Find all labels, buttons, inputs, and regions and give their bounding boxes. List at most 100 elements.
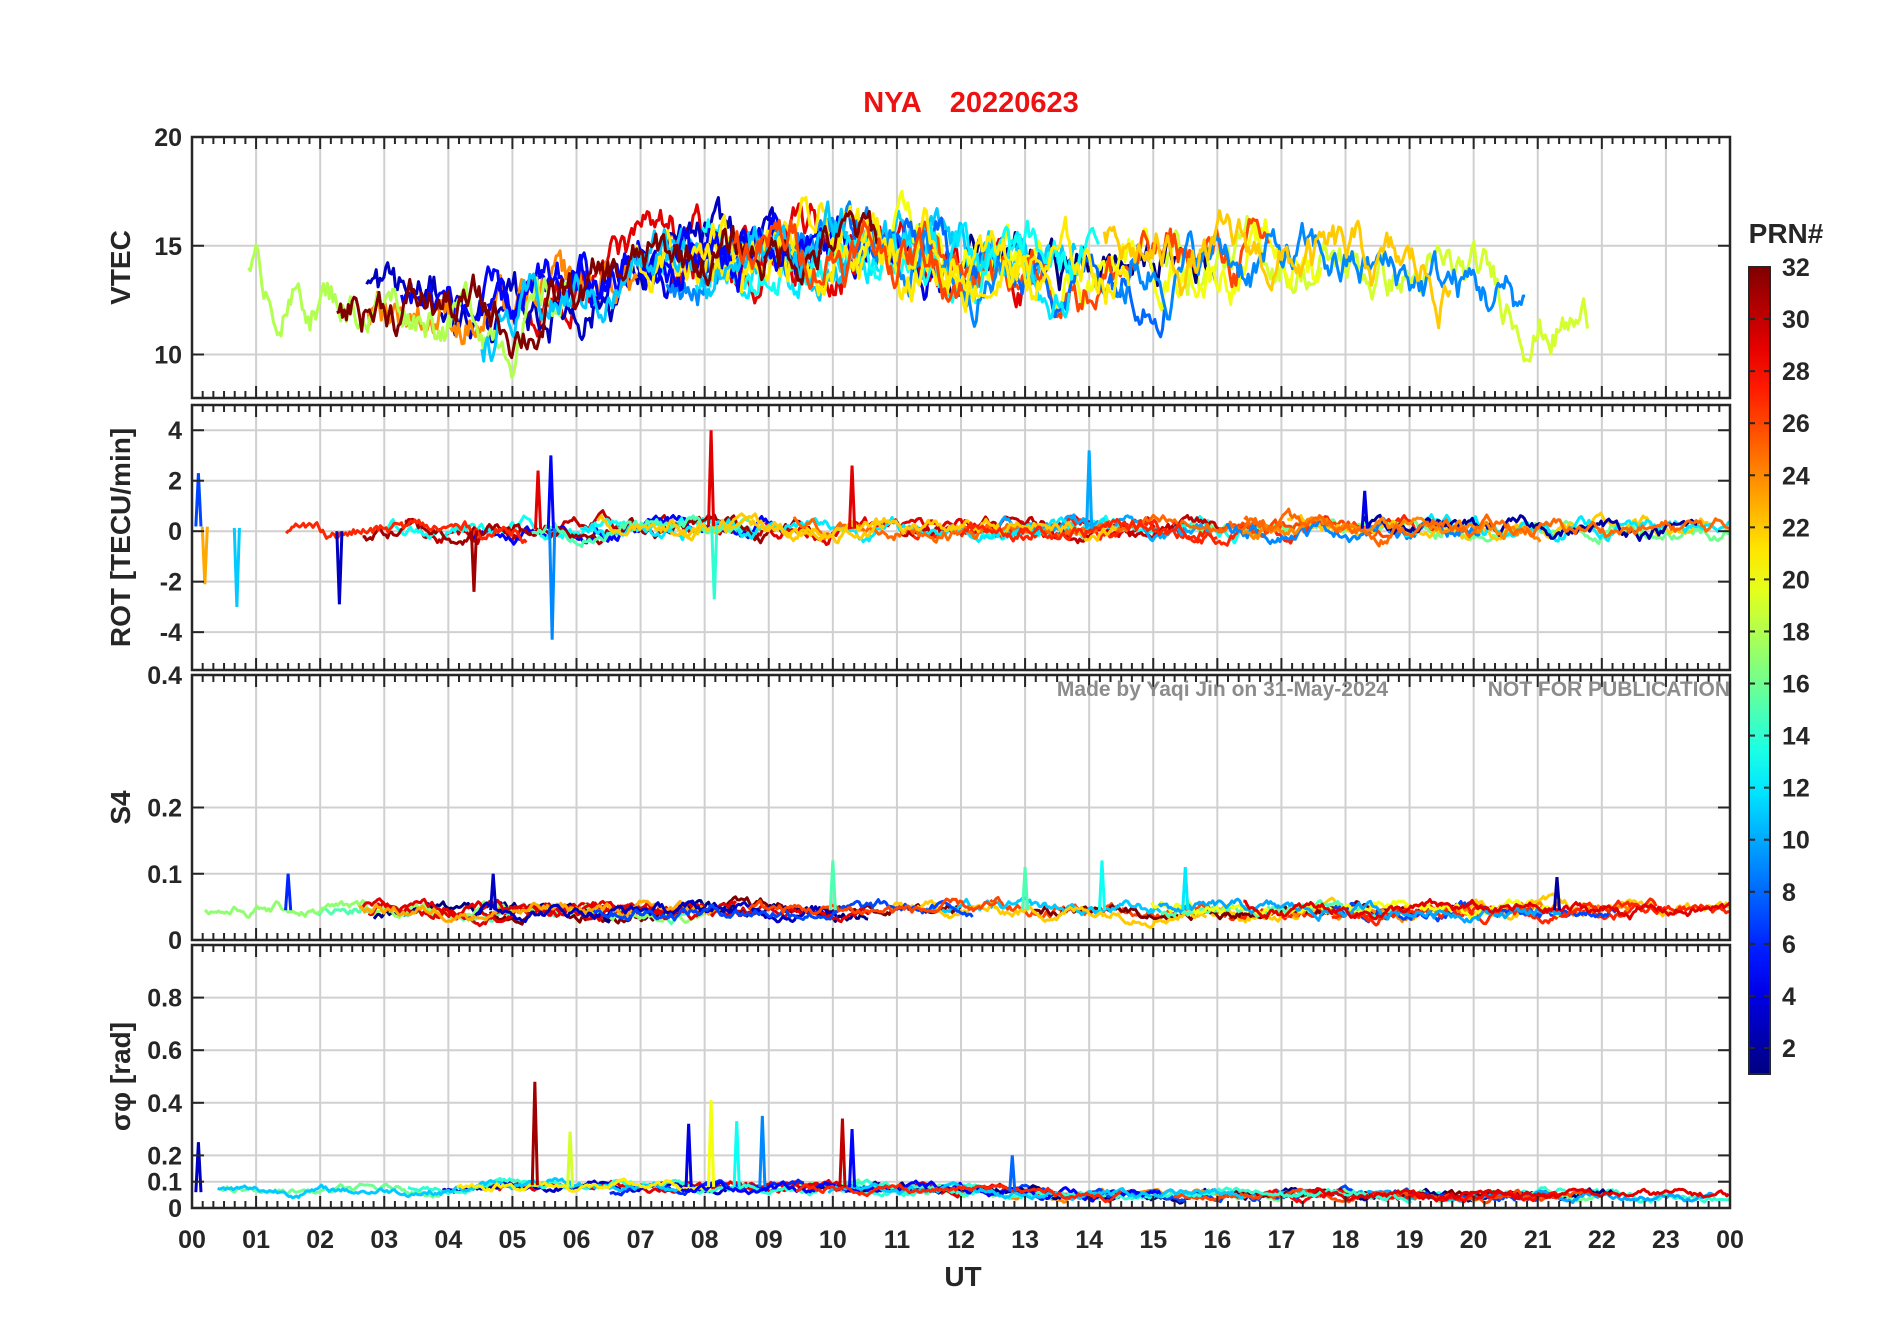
y-axis-label: S4 [105,790,136,825]
spike-trace [1097,860,1107,911]
colorbar-tick-label: 4 [1782,983,1796,1011]
colorbar-tick-label: 10 [1782,827,1810,855]
y-tick-label: -2 [160,569,182,597]
prn-trace [629,195,1131,313]
trace-group [247,189,1589,379]
spike-trace [194,473,203,527]
prn-trace [1112,221,1526,321]
watermark-notice: NOT FOR PUBLICATION [1488,678,1730,701]
colorbar-tick-label: 22 [1782,514,1810,542]
trace-group [194,1081,1730,1205]
spike-trace [707,430,716,527]
x-tick-label: 03 [370,1226,398,1254]
spike-trace [1021,867,1030,911]
prn-trace [1243,507,1730,548]
x-tick-label: 04 [434,1226,462,1254]
x-tick-label: 14 [1075,1226,1103,1254]
colorbar-tick-label: 16 [1782,671,1810,699]
colorbar-tick-label: 24 [1782,462,1810,490]
y-tick-label: 0 [168,1195,182,1223]
spike-trace [707,1100,716,1188]
title-date: 20220623 [950,87,1079,119]
y-tick-label: 20 [154,124,182,152]
spike-trace [710,526,719,600]
colorbar-tick-label: 2 [1782,1035,1796,1063]
spike-trace [828,860,837,911]
y-tick-label: 0.4 [147,1090,182,1118]
prn-trace [1243,898,1730,921]
x-tick-label: 21 [1524,1226,1552,1254]
spike-trace [194,1142,203,1193]
x-tick-label: 02 [306,1226,334,1254]
colorbar-tick-label: 28 [1782,358,1810,386]
prn-trace [888,899,1208,930]
spike-trace [469,530,479,592]
spike-trace [1552,876,1562,911]
x-tick-label: 15 [1139,1226,1167,1254]
y-tick-label: 0 [168,518,182,546]
y-tick-label: 0.2 [147,1142,182,1170]
title-station: NYA [863,87,922,119]
y-axis-label: ROT [TECU/min] [105,428,136,647]
spike-trace [847,1129,857,1188]
x-tick-label: 09 [755,1226,783,1254]
prn-trace [456,1177,711,1193]
panel-vtec: 10 15 20 VTEC [105,124,1732,400]
prn-trace [247,243,568,379]
trace-group [203,860,1730,930]
spike-trace [684,1123,693,1188]
y-tick-label: 0.1 [147,1169,182,1197]
x-tick-label: 10 [819,1226,847,1254]
spike-trace [1008,1155,1017,1192]
prn-trace [358,899,723,924]
spike-trace [1360,490,1369,529]
x-tick-label: 00 [1716,1226,1744,1254]
colorbar-tick-label: 8 [1782,879,1796,907]
y-tick-label: 0.4 [147,662,182,690]
x-tick-label: 16 [1203,1226,1231,1254]
prn-trace [1242,516,1542,543]
prn-trace [732,218,964,303]
y-tick-label: 0.1 [147,861,182,889]
colorbar-tick-label: 26 [1782,410,1810,438]
panel-s4: 0 0.1 0.2 0.4 S4 [105,662,1732,955]
colorbar-label: PRN# [1749,218,1824,249]
x-axis: 00 01 02 03 04 05 06 07 08 09 10 11 12 13 14 15 16 17 18 19… [178,1226,1744,1254]
y-axis-label: σφ [rad] [105,1022,136,1131]
spike-trace [533,470,543,530]
spike-trace [1085,450,1094,529]
prn-trace [1255,1188,1562,1205]
prn-trace [474,899,838,924]
colorbar-tick-label: 18 [1782,618,1810,646]
y-tick-label: 0 [168,927,182,955]
x-tick-label: 01 [242,1226,270,1254]
x-tick-label: 05 [499,1226,527,1254]
y-tick-label: 0.6 [147,1037,182,1065]
prn-trace [284,518,528,545]
colorbar-tick-label: 20 [1782,566,1810,594]
prn-trace [827,1181,1245,1201]
y-tick-label: 2 [168,468,182,496]
x-tick-label: 13 [1011,1226,1039,1254]
chart-title: NYA 20220623 [863,87,1079,119]
spike-trace [546,455,555,529]
prn-trace [1159,214,1589,363]
panel-rot: -4 -2 0 2 4 ROT [TECU/min] [105,403,1732,672]
trace-group [194,430,1730,640]
x-tick-label: 20 [1460,1226,1488,1254]
spike-trace [200,526,209,585]
x-tick-label: 17 [1268,1226,1296,1254]
spike-trace [284,873,293,911]
spike-trace [758,1115,767,1188]
x-tick-label: 06 [563,1226,591,1254]
spike-trace [1181,867,1190,911]
y-tick-label: 0.2 [147,795,182,823]
x-tick-label: 08 [691,1226,719,1254]
y-tick-label: 4 [168,417,182,445]
prn-trace [1102,209,1452,330]
x-tick-label: 19 [1396,1226,1424,1254]
colorbar-tick-label: 30 [1782,306,1810,334]
x-tick-label: 07 [627,1226,655,1254]
spike-trace [732,1121,741,1188]
